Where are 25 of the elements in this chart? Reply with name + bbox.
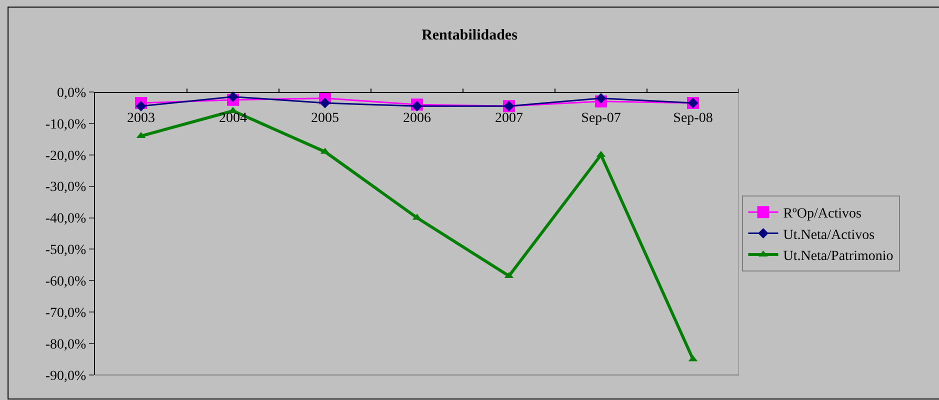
point (136, 100, 146, 112)
y-tick-label: -90,0% (45, 368, 87, 384)
y-tick-label: -70,0% (45, 306, 87, 322)
y-tick-label: -80,0% (45, 337, 87, 352)
y-tick-label: -40,0% (45, 212, 87, 227)
x-tick-label: Sep-08 (673, 110, 713, 126)
x-tick-label: 2007 (495, 110, 523, 126)
y-tick-label: -60,0% (45, 274, 87, 290)
y-tick-label: -20,0% (45, 148, 87, 164)
point (596, 93, 606, 104)
point (320, 98, 330, 108)
y-tick-label: 0,0% (57, 86, 87, 101)
x-tick-label: 2004 (219, 110, 247, 126)
x-tick-label: 2006 (403, 110, 431, 126)
chart-title: Rentabilidades (422, 27, 518, 44)
legend-label: Ut.Neta/Activos (783, 228, 875, 243)
y-tick-label: -10,0% (45, 117, 87, 132)
legend-label: RºOp/Activos (783, 206, 862, 222)
y-tick-label: -30,0% (45, 180, 87, 196)
point (228, 92, 238, 102)
x-tick-label: 2005 (311, 110, 339, 126)
x-tick-label: 2003 (127, 110, 155, 126)
legend-label: Ut.Neta/Patrimonio (783, 248, 894, 264)
x-tick-label: Sep-07 (581, 110, 621, 126)
y-tick-label: -50,0% (45, 243, 87, 258)
